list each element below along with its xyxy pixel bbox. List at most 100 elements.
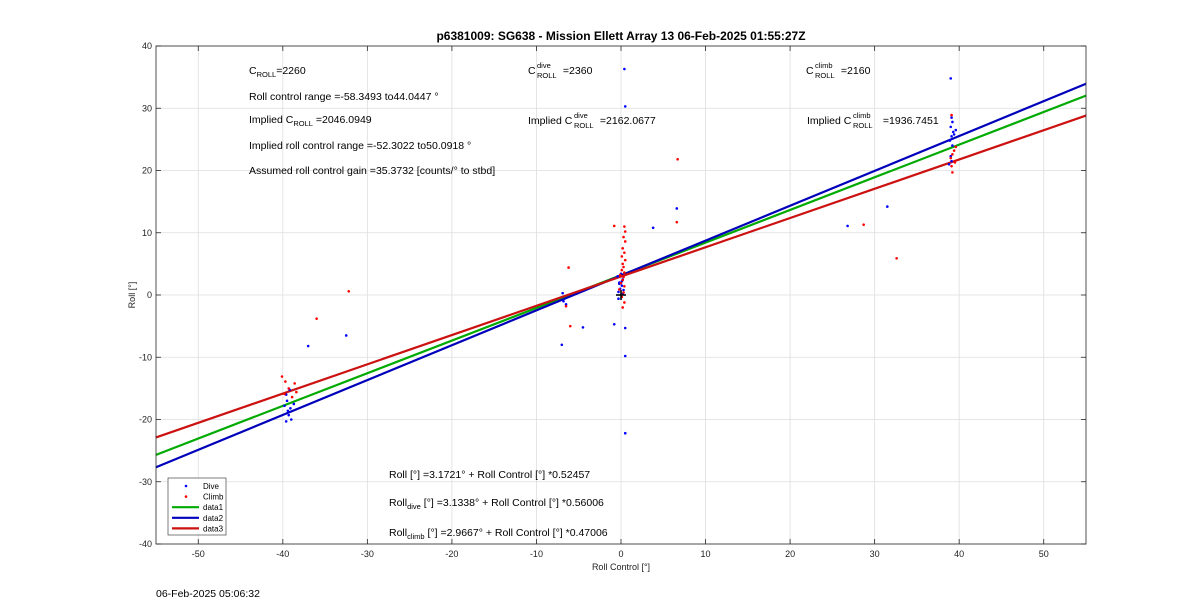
point-dive — [562, 299, 565, 303]
point-climb — [564, 304, 568, 308]
x-tick-label: 10 — [701, 549, 711, 559]
point-climb — [623, 251, 626, 254]
point-climb — [621, 306, 624, 309]
point-climb — [950, 113, 953, 117]
x-tick-label: 20 — [785, 549, 795, 559]
point-climb — [622, 291, 625, 294]
point-climb — [622, 275, 625, 279]
point-dive — [344, 334, 348, 337]
point-dive — [289, 418, 293, 421]
chart-title: p6381009: SG638 - Mission Ellett Array 1… — [436, 29, 805, 43]
point-dive — [951, 120, 954, 124]
y-tick-label: -40 — [139, 539, 152, 549]
point-climb — [293, 382, 296, 385]
y-tick-label: 40 — [142, 41, 152, 51]
point-dive — [623, 354, 627, 358]
point-climb — [567, 266, 570, 269]
legend-marker-climb — [184, 495, 188, 498]
point-dive — [949, 77, 953, 80]
point-climb — [621, 278, 624, 282]
point-dive — [623, 326, 627, 330]
point-dive — [617, 290, 620, 294]
point-climb — [618, 273, 622, 277]
x-tick-label: -40 — [276, 549, 289, 559]
equation-all: Roll [°] =3.1721° + Roll Control [°] *0.… — [389, 469, 590, 481]
point-dive — [950, 134, 953, 138]
point-dive — [950, 159, 953, 163]
point-climb — [623, 301, 626, 304]
fit-line-data3 — [155, 114, 1087, 439]
point-dive — [675, 207, 679, 210]
point-climb — [952, 149, 956, 152]
equation-climb: Rollclimb [°] =2.9667° + Roll Control [°… — [389, 527, 608, 541]
point-dive — [949, 154, 953, 158]
point-climb — [295, 390, 298, 394]
point-dive — [952, 133, 956, 136]
point-climb — [623, 240, 627, 243]
y-tick-label: 0 — [147, 290, 152, 300]
x-tick-label: -20 — [445, 549, 458, 559]
point-climb — [568, 324, 572, 328]
x-axis-label: Roll Control [°] — [592, 562, 650, 572]
point-climb — [951, 171, 954, 174]
legend-label: data3 — [203, 524, 224, 533]
annotation-croll: CROLL=2260 — [249, 65, 306, 79]
point-climb — [621, 247, 624, 250]
point-climb — [622, 235, 625, 239]
point-dive — [951, 130, 955, 134]
point-climb — [347, 289, 351, 293]
point-climb — [290, 395, 294, 399]
legend-marker-dive — [184, 484, 188, 488]
x-tick-label: -10 — [530, 549, 543, 559]
point-dive — [287, 413, 291, 417]
point-dive — [623, 105, 627, 108]
point-dive — [886, 205, 889, 208]
point-climb — [623, 230, 627, 233]
x-tick-label: 30 — [870, 549, 880, 559]
y-tick-label: -10 — [139, 352, 152, 362]
equation-dive: Rolldive [°] =3.1338° + Roll Control [°]… — [389, 497, 604, 511]
point-dive — [947, 162, 951, 166]
point-climb — [621, 262, 624, 266]
x-tick-label: -30 — [361, 549, 374, 559]
point-dive — [949, 125, 953, 129]
point-climb — [620, 255, 624, 258]
x-tick-label: 50 — [1039, 549, 1049, 559]
point-dive — [286, 409, 290, 413]
point-climb — [622, 265, 625, 269]
point-dive — [954, 128, 958, 132]
point-climb — [623, 258, 627, 262]
annotation-croll-dive: Cdive ROLL =2360 — [528, 61, 593, 80]
point-dive — [292, 402, 296, 406]
annotation-gain: Assumed roll control gain =35.3732 [coun… — [249, 165, 495, 177]
point-dive — [612, 322, 616, 326]
point-climb — [315, 317, 318, 320]
point-climb — [951, 153, 954, 156]
y-tick-label: -30 — [139, 477, 152, 487]
annotation-implied-croll: Implied CROLL =2046.0949 — [249, 114, 372, 128]
timestamp: 06-Feb-2025 05:06:32 — [156, 588, 260, 600]
data-points — [280, 67, 958, 435]
annotation-croll-climb: Cclimb ROLL =2160 — [806, 61, 871, 80]
legend-label: data2 — [203, 514, 224, 523]
point-climb — [954, 145, 958, 149]
point-dive — [620, 284, 624, 287]
point-climb — [612, 224, 616, 228]
point-dive — [617, 297, 620, 301]
point-climb — [950, 164, 953, 168]
point-dive — [283, 404, 286, 408]
x-tick-label: -50 — [192, 549, 205, 559]
y-tick-label: 10 — [142, 228, 152, 238]
point-dive — [951, 144, 954, 147]
point-climb — [280, 375, 284, 378]
point-climb — [623, 225, 626, 228]
point-dive — [948, 139, 952, 142]
point-dive — [623, 67, 626, 71]
point-dive — [846, 224, 849, 228]
point-dive — [622, 288, 625, 292]
point-climb — [287, 387, 291, 390]
point-dive — [950, 116, 953, 119]
point-climb — [620, 268, 624, 272]
y-tick-label: -20 — [139, 415, 152, 425]
